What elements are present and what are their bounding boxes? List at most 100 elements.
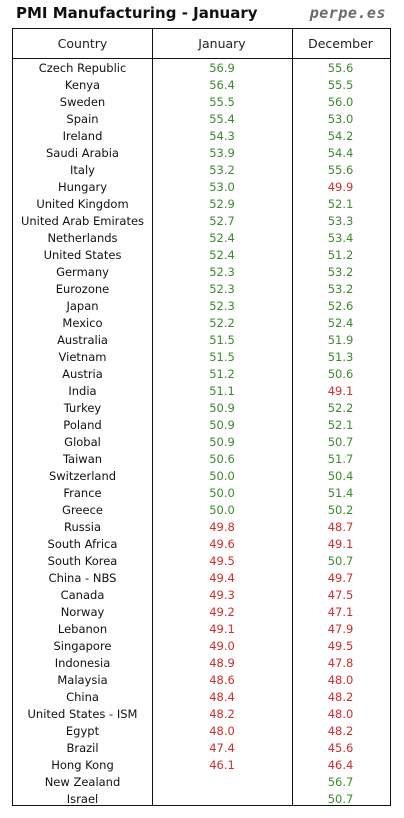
january-value-cell: 52.3 xyxy=(209,282,235,296)
country-cell: Saudi Arabia xyxy=(46,146,119,160)
january-value-cell: 47.4 xyxy=(209,741,235,755)
column-divider xyxy=(292,29,293,805)
december-value-cell: 50.4 xyxy=(327,469,354,483)
country-cell: New Zealand xyxy=(44,775,121,789)
table-row: Sweden 55.5 56.0 xyxy=(13,94,390,111)
table-row: Turkey 50.9 52.2 xyxy=(13,400,390,417)
table-row: China 48.4 48.2 xyxy=(13,689,390,706)
january-value-cell: 51.5 xyxy=(209,333,235,347)
source-label: perpe.es xyxy=(309,4,386,22)
table-row: Spain 55.4 53.0 xyxy=(13,111,390,128)
table-row: United Kingdom 52.9 52.1 xyxy=(13,196,390,213)
table-row: Russia 49.8 48.7 xyxy=(13,519,390,536)
table-row: Egypt 48.0 48.2 xyxy=(13,723,390,740)
january-value-cell: 49.1 xyxy=(209,622,235,636)
table-row: United States - ISM 48.2 48.0 xyxy=(13,706,390,723)
january-value-cell: 49.8 xyxy=(209,520,235,534)
january-value-cell: 50.9 xyxy=(209,435,235,449)
december-value-cell: 51.2 xyxy=(327,248,354,262)
country-cell: Malaysia xyxy=(57,673,108,687)
december-value-cell: 53.2 xyxy=(327,282,354,296)
december-value-cell: 47.8 xyxy=(327,656,354,670)
january-value-cell: 50.0 xyxy=(209,469,235,483)
december-value-cell: 45.6 xyxy=(327,741,354,755)
december-value-cell: 53.0 xyxy=(327,112,354,126)
country-cell: United States xyxy=(43,248,122,262)
january-value-cell: 49.6 xyxy=(209,537,235,551)
country-cell: Czech Republic xyxy=(38,61,127,75)
january-value-cell: 49.3 xyxy=(209,588,235,602)
december-value-cell: 51.9 xyxy=(327,333,354,347)
december-value-cell: 47.9 xyxy=(327,622,354,636)
table-row: Czech Republic 56.9 55.6 xyxy=(13,60,390,77)
country-cell: Sweden xyxy=(59,95,106,109)
table-row: Global 50.9 50.7 xyxy=(13,434,390,451)
country-cell: Singapore xyxy=(53,639,112,653)
table-row: India 51.1 49.1 xyxy=(13,383,390,400)
country-cell: United Kingdom xyxy=(36,197,129,211)
january-value-cell: 49.4 xyxy=(209,571,235,585)
table-header: Country January December xyxy=(13,29,390,59)
january-value-cell xyxy=(152,774,292,791)
january-value-cell: 56.4 xyxy=(209,78,235,92)
december-value-cell: 48.2 xyxy=(327,690,354,704)
december-value-cell: 54.4 xyxy=(327,146,354,160)
table-row: Singapore 49.0 49.5 xyxy=(13,638,390,655)
december-value-cell: 48.0 xyxy=(327,707,354,721)
column-header-january: January xyxy=(198,36,246,51)
table-row: United States 52.4 51.2 xyxy=(13,247,390,264)
country-cell: Taiwan xyxy=(62,452,103,466)
country-cell: United States - ISM xyxy=(27,707,138,721)
country-cell: Netherlands xyxy=(47,231,118,245)
january-value-cell: 48.9 xyxy=(209,656,235,670)
december-value-cell: 52.1 xyxy=(327,197,354,211)
january-value-cell: 52.9 xyxy=(209,197,235,211)
january-value-cell: 52.3 xyxy=(209,299,235,313)
table-row: Eurozone 52.3 53.2 xyxy=(13,281,390,298)
table-row: Hong Kong 46.1 46.4 xyxy=(13,757,390,774)
january-value-cell: 49.2 xyxy=(209,605,235,619)
december-value-cell: 52.6 xyxy=(327,299,354,313)
country-cell: Hungary xyxy=(57,180,108,194)
january-value-cell: 52.7 xyxy=(209,214,235,228)
table-row: Saudi Arabia 53.9 54.4 xyxy=(13,145,390,162)
january-value-cell: 50.0 xyxy=(209,503,235,517)
december-value-cell: 51.4 xyxy=(327,486,354,500)
table-row: South Korea 49.5 50.7 xyxy=(13,553,390,570)
page-title: PMI Manufacturing - January xyxy=(16,4,258,22)
column-divider xyxy=(152,29,153,805)
column-header-december: December xyxy=(308,36,373,51)
december-value-cell: 51.7 xyxy=(327,452,354,466)
january-value-cell: 51.1 xyxy=(209,384,235,398)
country-cell: Austria xyxy=(62,367,103,381)
january-value-cell: 48.0 xyxy=(209,724,235,738)
january-value-cell: 48.6 xyxy=(209,673,235,687)
table-row: Austria 51.2 50.6 xyxy=(13,366,390,383)
country-cell: Brazil xyxy=(66,741,99,755)
january-value-cell: 51.2 xyxy=(209,367,235,381)
december-value-cell: 51.3 xyxy=(327,350,354,364)
january-value-cell: 54.3 xyxy=(209,129,235,143)
december-value-cell: 50.2 xyxy=(327,503,354,517)
country-cell: Ireland xyxy=(62,129,103,143)
december-value-cell: 47.5 xyxy=(327,588,354,602)
country-cell: Japan xyxy=(66,299,99,313)
country-cell: Lebanon xyxy=(57,622,108,636)
december-value-cell: 48.2 xyxy=(327,724,354,738)
january-value-cell: 50.9 xyxy=(209,401,235,415)
january-value-cell: 52.3 xyxy=(209,265,235,279)
country-cell: Canada xyxy=(60,588,105,602)
country-cell: Vietnam xyxy=(58,350,107,364)
country-cell: Australia xyxy=(57,333,108,347)
country-cell: Germany xyxy=(56,265,109,279)
december-value-cell: 50.6 xyxy=(327,367,354,381)
country-cell: South Korea xyxy=(47,554,118,568)
december-value-cell: 48.0 xyxy=(327,673,354,687)
january-value-cell: 48.4 xyxy=(209,690,235,704)
country-cell: Russia xyxy=(64,520,101,534)
table-row: France 50.0 51.4 xyxy=(13,485,390,502)
country-cell: Spain xyxy=(66,112,99,126)
country-cell: Greece xyxy=(62,503,103,517)
country-cell: France xyxy=(63,486,102,500)
table-row: Ireland 54.3 54.2 xyxy=(13,128,390,145)
